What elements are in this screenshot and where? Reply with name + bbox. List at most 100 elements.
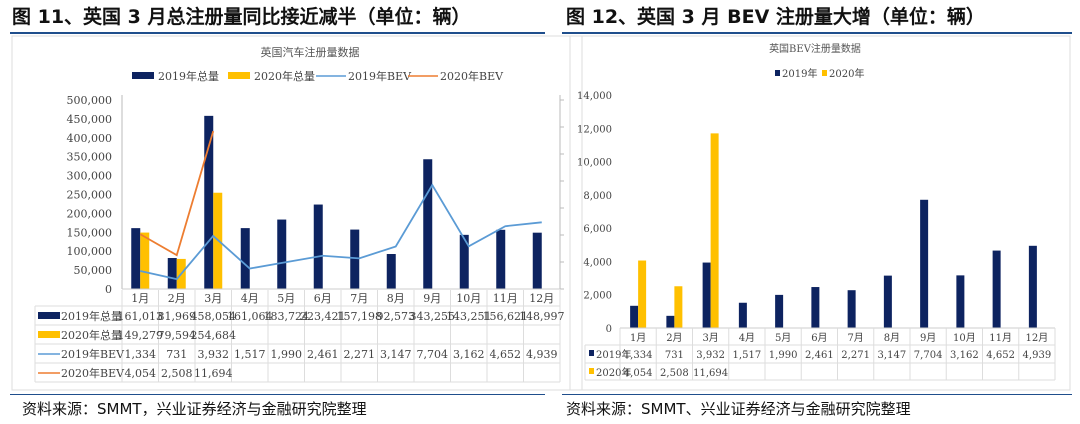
- table-series-label: 2019年BEV: [61, 347, 125, 361]
- right-source-rule: [562, 394, 1072, 395]
- y-tick-label: 150,000: [67, 226, 113, 239]
- x-tick-label: 6月: [811, 332, 827, 344]
- bar-2019: [775, 294, 784, 328]
- y-tick-label: 6,000: [583, 224, 612, 235]
- bar-2020-total: [140, 232, 150, 289]
- right-source-note: 资料来源：SMMT、兴业证券经济与金融研究院整理: [566, 400, 911, 418]
- bar-2019-total: [131, 228, 141, 289]
- bar-2019-total: [313, 204, 323, 289]
- bar-2020: [638, 260, 647, 328]
- line-2019-bev: [140, 183, 542, 281]
- table-cell: 4,939: [1023, 350, 1052, 361]
- table-cell: 149,279: [118, 329, 164, 342]
- legend-swatch-0: [775, 70, 780, 76]
- table-cell: 7,704: [417, 348, 449, 361]
- table-cell: 3,147: [878, 350, 907, 361]
- y-tick-label: 100,000: [67, 245, 113, 258]
- right-figure-title: 图 12、英国 3 月 BEV 注册量大增（单位：辆）: [566, 6, 985, 28]
- bar-2020: [710, 133, 719, 328]
- x-tick-label: 5月: [277, 292, 295, 305]
- table-cell: 1,990: [769, 350, 798, 361]
- x-tick-label: 10月: [953, 332, 976, 344]
- y-tick-label: 0: [606, 324, 612, 335]
- table-cell: 4,054: [125, 367, 157, 380]
- y-tick-label: 0: [105, 283, 112, 296]
- table-cell: 4,054: [624, 368, 653, 379]
- bar-2019-total: [350, 229, 360, 289]
- table-cell: 11,694: [194, 367, 233, 380]
- table-cell: 1,517: [234, 348, 266, 361]
- table-series-label: 2019年: [596, 348, 631, 361]
- y-tick-label: 300,000: [67, 170, 113, 183]
- bar-2019-total: [532, 232, 542, 289]
- legend-label-1: 2020年总量: [254, 69, 315, 83]
- x-tick-label: 11月: [493, 292, 518, 305]
- x-tick-label: 12月: [1026, 332, 1049, 344]
- bar-2019-total: [204, 115, 214, 289]
- y-tick-label: 8,000: [583, 191, 612, 202]
- y-tick-label: 350,000: [67, 151, 113, 164]
- bar-2019: [847, 290, 856, 328]
- y-tick-label: 12,000: [577, 124, 612, 135]
- bar-2019: [738, 302, 747, 328]
- table-cell: 161,013: [118, 310, 164, 323]
- y-tick-label: 400,000: [67, 132, 113, 145]
- table-cell: 1,517: [733, 350, 762, 361]
- legend-label-1: 2020年: [829, 67, 864, 80]
- x-tick-label: 3月: [204, 292, 222, 305]
- table-cell: 7,704: [914, 350, 943, 361]
- table-cell: 183,724: [264, 310, 310, 323]
- x-tick-label: 3月: [702, 332, 718, 344]
- x-tick-label: 2月: [666, 332, 682, 344]
- bar-2019: [956, 275, 965, 328]
- left-source-note: 资料来源：SMMT，兴业证券经济与金融研究院整理: [22, 400, 367, 418]
- x-tick-label: 1月: [630, 332, 646, 344]
- right-title-rule: [562, 32, 1072, 34]
- y-tick-label: 2,000: [583, 291, 612, 302]
- table-cell: 156,621: [483, 310, 529, 323]
- x-tick-label: 7月: [350, 292, 368, 305]
- bar-2019: [702, 262, 711, 328]
- right-chart-title: 英国BEV注册量数据: [769, 42, 861, 55]
- bar-2019-total: [277, 219, 287, 289]
- table-legend-swatch: [589, 350, 594, 356]
- table-cell: 2,461: [805, 350, 834, 361]
- table-cell: 79,594: [158, 329, 197, 342]
- table-cell: 731: [665, 350, 684, 361]
- table-cell: 92,573: [377, 310, 416, 323]
- left-source-rule: [10, 394, 545, 395]
- y-tick-label: 450,000: [67, 113, 113, 126]
- table-cell: 4,939: [526, 348, 558, 361]
- legend-swatch-1: [822, 70, 827, 76]
- table-cell: 1,334: [624, 350, 653, 361]
- bar-2020: [674, 286, 683, 328]
- table-cell: 2,508: [660, 368, 689, 379]
- table-cell: 81,969: [158, 310, 197, 323]
- y-tick-label: 14,000: [577, 91, 612, 102]
- bar-2019: [1028, 245, 1037, 328]
- legend-label-0: 2019年: [782, 67, 817, 80]
- table-cell: 458,054: [191, 310, 237, 323]
- bar-2019-total: [240, 228, 250, 289]
- bar-2019: [630, 305, 639, 328]
- x-tick-label: 8月: [387, 292, 405, 305]
- table-legend-swatch: [38, 331, 60, 338]
- table-cell: 223,421: [300, 310, 346, 323]
- table-cell: 2,271: [841, 350, 870, 361]
- y-tick-label: 250,000: [67, 189, 113, 202]
- table-cell: 1,334: [125, 348, 157, 361]
- bar-2019-total: [167, 258, 177, 289]
- x-tick-label: 1月: [131, 292, 149, 305]
- legend-label-2: 2019年BEV: [348, 69, 412, 83]
- x-tick-label: 8月: [884, 332, 900, 344]
- x-tick-label: 10月: [456, 292, 481, 305]
- table-cell: 11,694: [693, 368, 728, 379]
- legend-label-3: 2020年BEV: [440, 69, 504, 83]
- table-cell: 2,461: [307, 348, 339, 361]
- bar-2019: [811, 287, 820, 328]
- x-tick-label: 12月: [529, 292, 554, 305]
- bar-2019-total: [386, 254, 396, 289]
- table-cell: 157,198: [337, 310, 383, 323]
- y-tick-label: 4,000: [583, 257, 612, 268]
